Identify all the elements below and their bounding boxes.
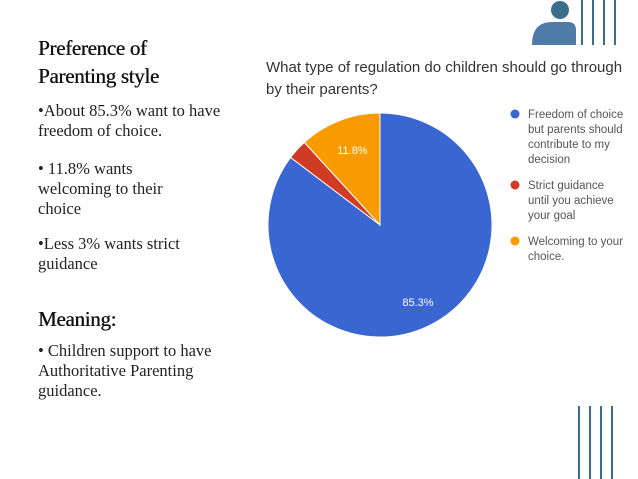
data-label-slice-welcoming: 11.8% — [337, 145, 368, 157]
bullet-strict: •Less 3% wants strict guidance — [38, 234, 180, 273]
legend-label-slice-freedom: contribute to my — [528, 139, 610, 151]
legend-label-slice-welcoming: choice. — [528, 251, 564, 263]
person-icon — [532, 0, 616, 45]
bottom-right-bars — [578, 406, 628, 479]
legend-label-slice-freedom: Freedom of choice — [528, 109, 623, 121]
legend-label-slice-freedom: decision — [528, 154, 570, 166]
legend-label-slice-strict: until you achieve — [528, 195, 614, 207]
legend-marker-slice-strict — [510, 180, 520, 190]
legend-label-slice-freedom: but parents should — [528, 124, 623, 136]
legend-label-slice-welcoming: Welcoming to your — [528, 236, 623, 248]
slice-welcoming — [303, 112, 381, 227]
data-label-slice-freedom: 85.3% — [402, 297, 433, 309]
chart-title: What type of regulation do children shou… — [266, 59, 623, 98]
legend-label-slice-strict: Strict guidance — [528, 180, 604, 192]
legend-label-slice-strict: your goal — [528, 210, 575, 222]
bullet-freedom: •About 85.3% want to have freedom of cho… — [38, 101, 221, 140]
legend-marker-slice-welcoming — [510, 236, 520, 246]
bullet-welcoming: • 11.8% wants welcoming to their choice — [38, 159, 163, 218]
bullet-meaning: • Children support to have Authoritative… — [38, 341, 212, 400]
corner-decoration — [510, 0, 638, 45]
section-heading-preference: Preference of Parenting style — [38, 36, 159, 88]
section-heading-meaning: Meaning: — [38, 307, 117, 331]
legend-marker-slice-freedom — [510, 109, 520, 119]
